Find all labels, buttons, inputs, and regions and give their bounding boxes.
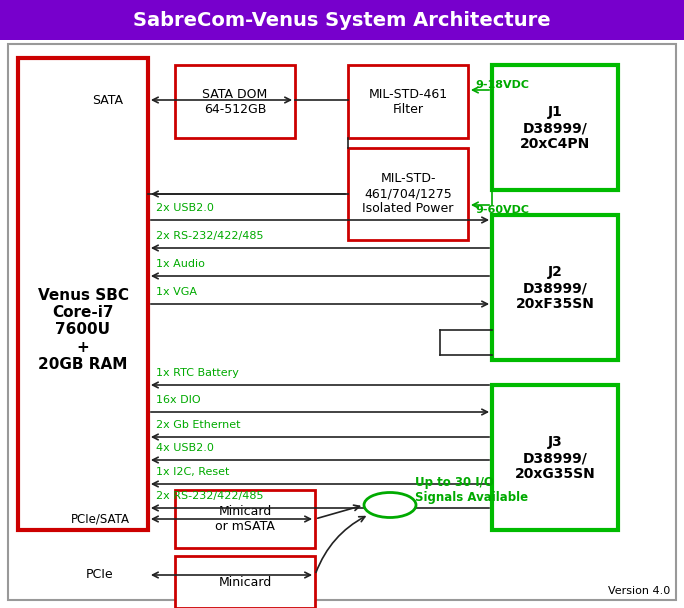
Bar — [492, 65, 618, 190]
Text: 16x DIO: 16x DIO — [156, 395, 200, 405]
Text: 2x RS-232/422/485: 2x RS-232/422/485 — [156, 231, 263, 241]
Text: 1x I2C, Reset: 1x I2C, Reset — [156, 467, 229, 477]
Text: MIL-STD-
461/704/1275
Isolated Power: MIL-STD- 461/704/1275 Isolated Power — [363, 173, 453, 215]
Text: 1x RTC Battery: 1x RTC Battery — [156, 368, 239, 378]
Text: Venus SBC
Core-i7
7600U
+
20GB RAM: Venus SBC Core-i7 7600U + 20GB RAM — [38, 288, 129, 372]
Text: 9-18VDC: 9-18VDC — [475, 80, 529, 90]
Bar — [175, 490, 315, 548]
Text: Minicard: Minicard — [218, 576, 272, 589]
Ellipse shape — [364, 492, 416, 517]
Bar — [348, 65, 468, 138]
Text: 4x USB2.0: 4x USB2.0 — [156, 443, 214, 453]
Text: 2x RS-232/422/485: 2x RS-232/422/485 — [156, 491, 263, 501]
Text: PCIe/SATA: PCIe/SATA — [70, 513, 129, 525]
Text: J3
D38999/
20xG35SN: J3 D38999/ 20xG35SN — [514, 435, 595, 481]
Text: SabreCom-Venus System Architecture: SabreCom-Venus System Architecture — [133, 10, 551, 30]
Bar — [492, 215, 618, 360]
Text: SATA DOM
64-512GB: SATA DOM 64-512GB — [202, 88, 267, 116]
Text: 1x VGA: 1x VGA — [156, 287, 197, 297]
Text: 9-60VDC: 9-60VDC — [475, 205, 529, 215]
Text: Up to 30 I/O
Signals Available: Up to 30 I/O Signals Available — [415, 476, 528, 504]
Bar — [492, 385, 618, 530]
Text: 1x Audio: 1x Audio — [156, 259, 205, 269]
Text: MIL-STD-461
Filter: MIL-STD-461 Filter — [369, 88, 447, 116]
Bar — [175, 556, 315, 608]
Bar — [175, 65, 295, 138]
Text: Version 4.0: Version 4.0 — [608, 586, 670, 596]
Bar — [0, 0, 684, 40]
Text: SATA: SATA — [92, 94, 124, 106]
Text: J2
D38999/
20xF35SN: J2 D38999/ 20xF35SN — [516, 265, 594, 311]
Text: 2x USB2.0: 2x USB2.0 — [156, 203, 214, 213]
Bar — [18, 58, 148, 530]
Text: 2x Gb Ethernet: 2x Gb Ethernet — [156, 420, 241, 430]
Bar — [348, 148, 468, 240]
Text: PCIe: PCIe — [86, 568, 114, 581]
Text: J1
D38999/
20xC4PN: J1 D38999/ 20xC4PN — [520, 105, 590, 151]
Text: Minicard
or mSATA: Minicard or mSATA — [215, 505, 275, 533]
